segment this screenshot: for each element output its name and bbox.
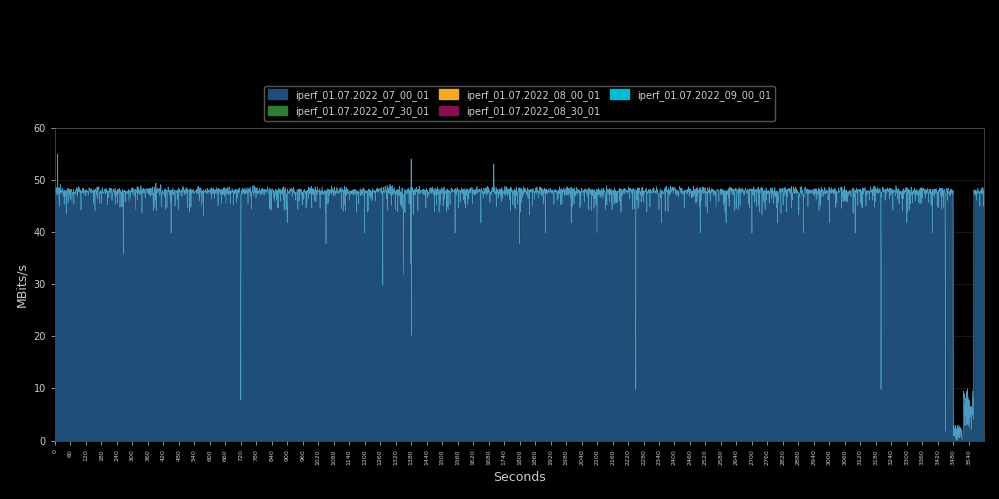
- X-axis label: Seconds: Seconds: [494, 471, 545, 484]
- Y-axis label: MBits/s: MBits/s: [15, 261, 28, 306]
- Legend: iperf_01.07.2022_07_00_01, iperf_01.07.2022_07_30_01, iperf_01.07.2022_08_00_01,: iperf_01.07.2022_07_00_01, iperf_01.07.2…: [264, 86, 775, 121]
